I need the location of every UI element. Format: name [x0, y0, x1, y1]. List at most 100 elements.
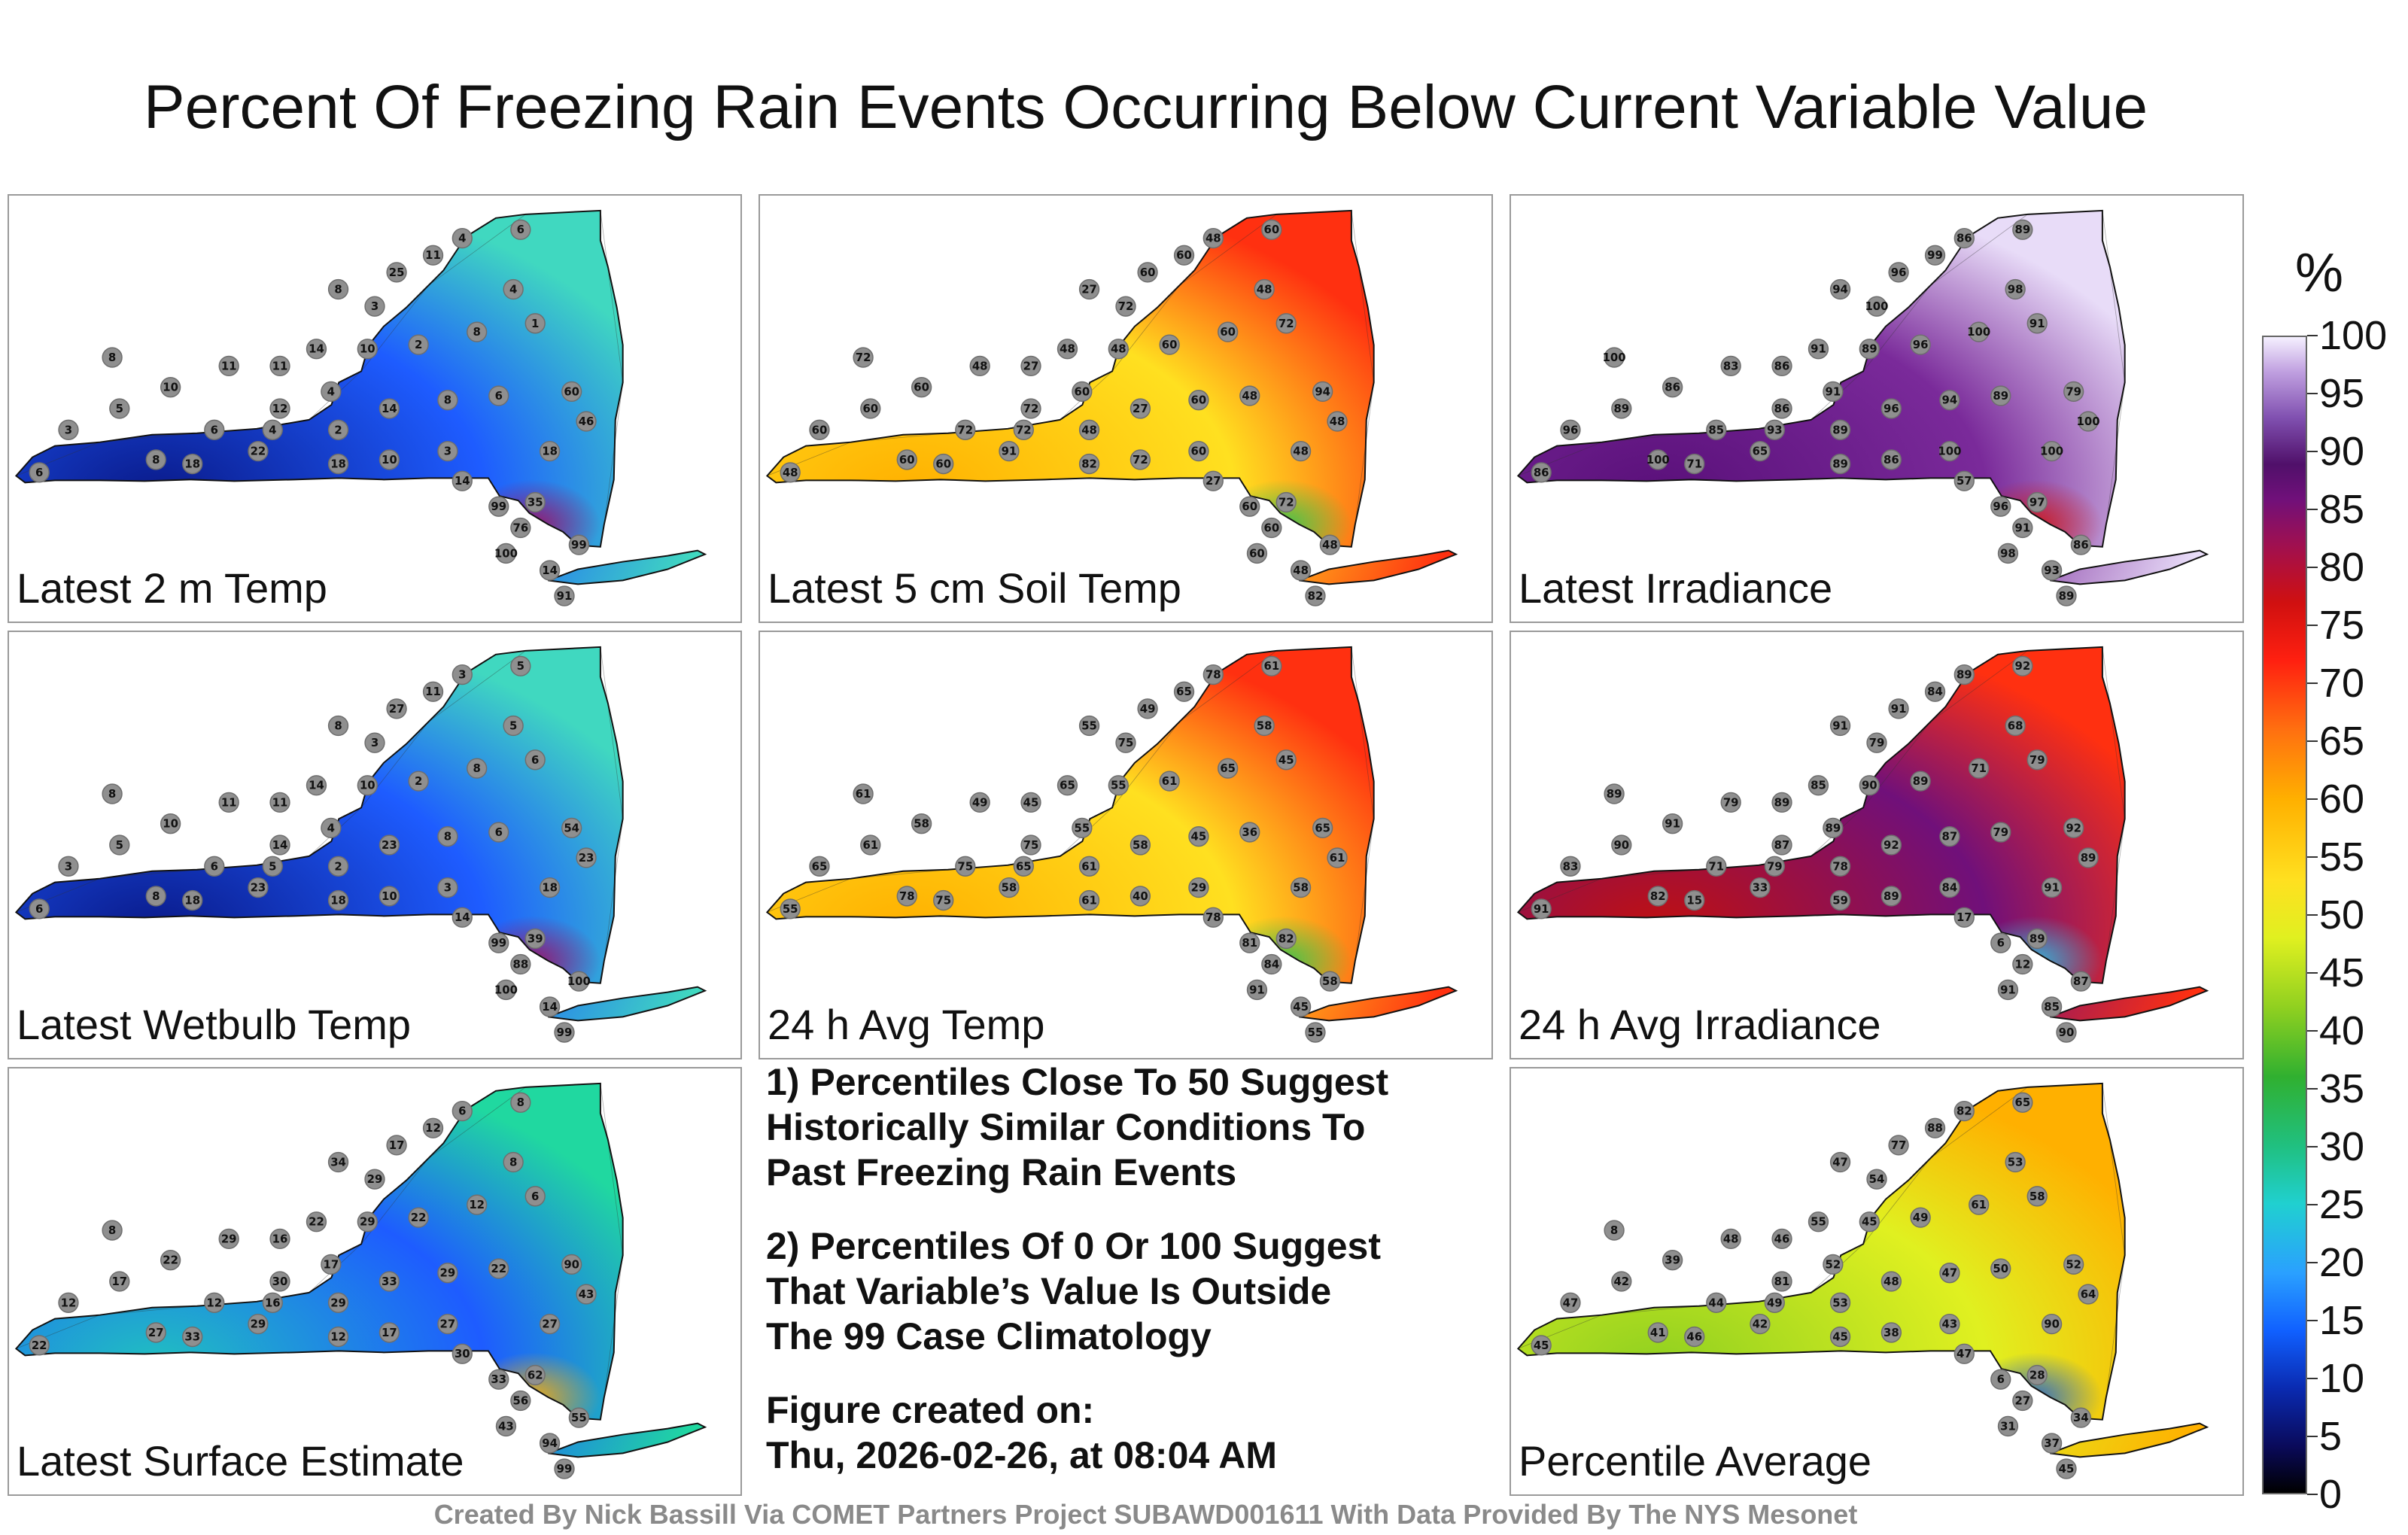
station-value: 18 [184, 894, 200, 907]
station-marker [999, 440, 1020, 462]
station-marker [422, 681, 444, 702]
station-marker [488, 932, 509, 953]
colorbar-tick-mark [2307, 1262, 2318, 1263]
map-panel-p1: 6 8 3 5 10 11 11 14 8 6 4 2 4 14 8 6 3 10 18 22 18 14 99 76 35 10… [8, 194, 742, 623]
station-marker [1159, 771, 1180, 792]
station-marker [2078, 1284, 2099, 1305]
station-marker [1888, 262, 1909, 283]
station-value: 81 [1242, 936, 1257, 950]
station-value: 8 [444, 394, 451, 407]
station-value: 34 [2073, 1411, 2089, 1424]
station-marker [327, 1151, 349, 1173]
station-marker [2041, 1313, 2063, 1335]
station-marker [1829, 453, 1851, 475]
station-value: 45 [2059, 1462, 2075, 1476]
station-value: 48 [1293, 564, 1309, 577]
station-value: 3 [458, 668, 466, 682]
station-marker [1319, 971, 1341, 992]
colorbar-tick-label: 45 [2319, 950, 2365, 995]
station-marker [1275, 928, 1297, 950]
station-value: 8 [1610, 1223, 1618, 1237]
station-marker [109, 1271, 130, 1292]
station-value: 89 [2081, 851, 2096, 865]
station-value: 89 [2029, 932, 2045, 945]
station-marker [2063, 1254, 2084, 1275]
station-value: 65 [1315, 821, 1330, 834]
notes-block: 1) Percentiles Close To 50 Suggest Histo… [766, 1059, 1488, 1506]
colorbar-tick-mark [2307, 972, 2318, 974]
station-marker [1771, 1271, 1792, 1292]
station-marker [1290, 440, 1312, 462]
station-marker [2026, 491, 2048, 513]
station-value: 96 [1913, 338, 1929, 351]
station-value: 27 [1023, 359, 1039, 372]
station-marker [182, 453, 203, 475]
state-outline [765, 209, 1375, 548]
station-value: 55 [1081, 719, 1097, 732]
station-value: 22 [411, 1211, 427, 1224]
station-marker [1880, 1322, 1902, 1343]
station-value: 23 [251, 881, 266, 895]
station-value: 18 [330, 894, 346, 907]
station-value: 43 [579, 1287, 594, 1301]
station-marker [510, 1092, 531, 1113]
station-value: 4 [327, 821, 335, 834]
station-marker [386, 698, 407, 719]
station-value: 22 [251, 445, 266, 458]
station-value: 33 [1753, 881, 1768, 895]
station-marker [327, 856, 349, 877]
station-marker [1202, 227, 1224, 249]
station-marker [1202, 907, 1224, 928]
station-value: 99 [491, 500, 506, 513]
station-marker [911, 813, 932, 834]
station-marker [1997, 1415, 2019, 1437]
station-marker [488, 1258, 509, 1279]
station-marker [1866, 1169, 1887, 1190]
colorbar-tick-mark [2307, 1436, 2318, 1437]
station-value: 8 [152, 453, 160, 467]
station-marker [2005, 715, 2026, 737]
station-value: 11 [221, 795, 237, 809]
station-marker [488, 496, 509, 517]
colorbar-tick-label: 60 [2319, 777, 2365, 822]
station-marker [1290, 996, 1312, 1017]
colorbar-tick-label: 30 [2319, 1124, 2365, 1169]
station-value: 85 [1811, 779, 1826, 792]
station-value: 48 [1111, 342, 1126, 356]
station-marker [1239, 496, 1260, 517]
station-marker [955, 856, 976, 877]
map-panel-p8: 45 8 47 42 39 48 46 55 41 44 49 53 52 48 47 50 43 38 45 42 4… [1510, 1067, 2244, 1496]
station-value: 60 [935, 457, 951, 471]
station-marker [2063, 381, 2084, 403]
station-value: 11 [221, 359, 237, 372]
colorbar-tick-label: 100 [2319, 313, 2388, 358]
station-value: 58 [2029, 1190, 2045, 1203]
station-marker [860, 834, 881, 856]
station-value: 58 [1322, 974, 1338, 988]
station-value: 78 [1832, 859, 1848, 873]
station-marker [1305, 585, 1326, 606]
station-value: 31 [2000, 1419, 2016, 1433]
station-marker [780, 898, 801, 919]
station-marker [218, 1228, 239, 1250]
station-marker [2078, 847, 2099, 868]
colorbar-tick-mark [2307, 856, 2318, 858]
station-marker [1866, 732, 1887, 753]
station-marker [539, 996, 561, 1017]
panel-label: Latest 2 m Temp [17, 564, 327, 612]
station-marker [1130, 449, 1151, 470]
station-marker [1829, 1326, 1851, 1348]
station-marker [160, 377, 181, 398]
station-marker [364, 732, 385, 753]
station-value: 48 [1330, 415, 1345, 428]
station-marker [1078, 278, 1100, 300]
station-marker [1880, 1271, 1902, 1292]
station-marker [488, 385, 509, 406]
station-marker [933, 453, 954, 475]
station-value: 27 [2014, 1394, 2030, 1407]
station-value: 61 [1081, 894, 1097, 907]
station-marker [1990, 496, 2011, 517]
station-value: 2 [334, 423, 342, 436]
station-marker [896, 449, 917, 470]
station-value: 91 [1891, 702, 1907, 716]
